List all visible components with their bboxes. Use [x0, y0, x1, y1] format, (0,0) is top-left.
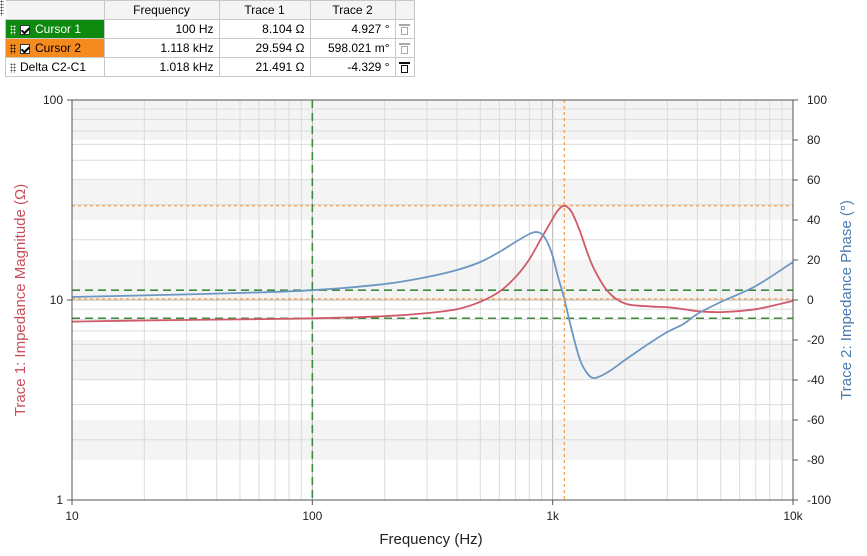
grid-band	[72, 100, 793, 140]
delta-frequency: 1.018 kHz	[103, 57, 220, 77]
y-left-axis-label: Trace 1: Impedance Magnitude (Ω)	[12, 184, 29, 416]
header-frequency: Frequency	[103, 0, 220, 20]
delta-label[interactable]: Delta C2-C1	[5, 57, 105, 77]
y-left-tick-label: 1	[56, 493, 63, 507]
y-right-tick-label: -40	[807, 373, 825, 387]
x-tick-label: 100	[302, 509, 322, 523]
header-trace2: Trace 2	[309, 0, 396, 20]
axis-ticks: 10 100 1k 10k110100-100-80-60-40-2002040608…	[43, 93, 831, 523]
drag-handle-icon[interactable]	[10, 24, 16, 35]
y-left-tick-label: 100	[43, 93, 63, 107]
y-right-tick-label: 60	[807, 173, 821, 187]
trace-1-magnitude-line	[71, 204, 794, 323]
delta-delete-button[interactable]	[394, 57, 415, 77]
panel-drag-grip[interactable]	[0, 0, 4, 16]
y-left-tick-label: 10	[50, 293, 64, 307]
cursor-2-label[interactable]: Cursor 2	[5, 38, 105, 58]
chart-grid	[71, 100, 793, 501]
grid-band	[72, 260, 793, 300]
cursor-vertical-lines[interactable]	[311, 100, 565, 500]
cursor-2-name: Cursor 2	[35, 41, 82, 55]
cursor-row-2[interactable]: Cursor 2 1.118 kHz 29.594 Ω 598.021 m°	[5, 38, 415, 58]
x-axis-label: Frequency (Hz)	[379, 531, 482, 548]
trace-2-phase-line	[71, 231, 794, 379]
trash-icon	[399, 62, 410, 74]
y-right-tick-label: 0	[807, 293, 814, 307]
x-tick-label: 10k	[783, 509, 803, 523]
cursor-1-name: Cursor 1	[35, 22, 82, 36]
delta-name: Delta C2-C1	[20, 60, 87, 74]
cursor-1-trace1: 8.104 Ω	[218, 19, 311, 39]
delta-trace1: 21.491 Ω	[218, 57, 311, 77]
y-right-axis-label: Trace 2: Impedance Phase (°)	[838, 200, 855, 400]
y-right-tick-label: -20	[807, 333, 825, 347]
delta-row[interactable]: Delta C2-C1 1.018 kHz 21.491 Ω -4.329 °	[5, 57, 415, 77]
cursor-horizontal-lines	[72, 205, 793, 320]
drag-handle-icon[interactable]	[10, 43, 16, 54]
y-right-tick-label: 80	[807, 133, 821, 147]
y-right-tick-label: 100	[807, 93, 827, 107]
cursor-table: Frequency Trace 1 Trace 2 Cursor 1 100 H…	[5, 0, 415, 77]
header-corner	[5, 0, 105, 20]
x-tick-label: 10	[65, 509, 79, 523]
chart-series	[71, 204, 794, 379]
delta-trace2: -4.329 °	[309, 57, 396, 77]
y-right-tick-label: -60	[807, 413, 825, 427]
x-tick-label: 1k	[546, 509, 560, 523]
trash-icon	[399, 24, 410, 36]
drag-handle-icon[interactable]	[10, 62, 16, 73]
y-right-tick-label: 20	[807, 253, 821, 267]
y-right-tick-label: -80	[807, 453, 825, 467]
cursor-2-trace1: 29.594 Ω	[218, 38, 311, 58]
cursor-2-checkbox[interactable]	[20, 43, 30, 54]
y-right-tick-label: -100	[807, 493, 831, 507]
cursor-1-label[interactable]: Cursor 1	[5, 19, 105, 39]
cursor-table-header: Frequency Trace 1 Trace 2	[5, 0, 415, 20]
cursor-1-checkbox[interactable]	[20, 24, 30, 35]
trash-icon	[399, 43, 410, 55]
grid-band	[72, 180, 793, 220]
y-right-tick-label: 40	[807, 213, 821, 227]
